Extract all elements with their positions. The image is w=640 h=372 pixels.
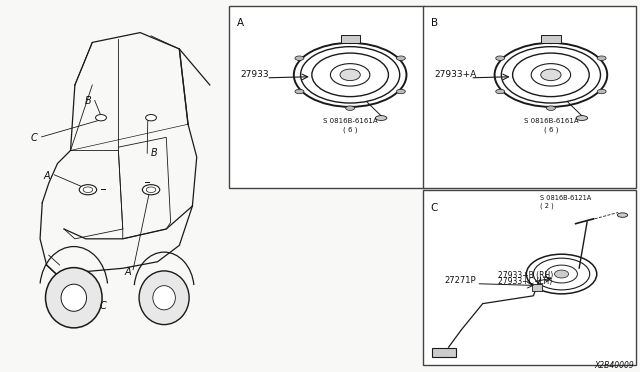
Text: 27933+C (LH): 27933+C (LH): [498, 277, 552, 286]
Text: 27933+B (RH): 27933+B (RH): [498, 271, 553, 280]
Ellipse shape: [554, 270, 568, 278]
Ellipse shape: [618, 213, 628, 217]
Ellipse shape: [295, 89, 304, 94]
Text: S 0816B-6161A
( 6 ): S 0816B-6161A ( 6 ): [323, 118, 378, 132]
Ellipse shape: [139, 271, 189, 325]
Circle shape: [79, 185, 97, 195]
Bar: [340, 35, 360, 43]
Ellipse shape: [346, 39, 355, 44]
Ellipse shape: [496, 56, 505, 60]
Text: S 0816B-6121A
( 2 ): S 0816B-6121A ( 2 ): [540, 195, 591, 209]
Ellipse shape: [396, 89, 405, 94]
Text: B: B: [150, 148, 157, 158]
Text: A: A: [44, 170, 50, 180]
Bar: [423, 190, 636, 365]
Text: 27933+A: 27933+A: [435, 70, 477, 79]
Ellipse shape: [396, 56, 405, 60]
Ellipse shape: [346, 106, 355, 110]
Ellipse shape: [375, 116, 387, 121]
Ellipse shape: [547, 39, 556, 44]
Ellipse shape: [61, 284, 86, 311]
Ellipse shape: [45, 267, 102, 328]
Text: 27933: 27933: [241, 70, 269, 79]
Text: X2B40009: X2B40009: [594, 360, 634, 369]
Bar: [541, 35, 561, 43]
Ellipse shape: [597, 56, 606, 60]
Ellipse shape: [496, 89, 505, 94]
Bar: [423, 6, 636, 188]
Text: S 0816B-6161A
( 6 ): S 0816B-6161A ( 6 ): [524, 118, 579, 132]
Ellipse shape: [295, 56, 304, 60]
Ellipse shape: [541, 69, 561, 81]
Circle shape: [142, 185, 160, 195]
Text: 27271P: 27271P: [444, 276, 476, 285]
Text: A: A: [125, 267, 131, 277]
Text: C: C: [99, 301, 106, 311]
Ellipse shape: [547, 106, 556, 110]
Text: C: C: [31, 133, 38, 143]
Bar: [229, 6, 424, 188]
Bar: [101, 189, 106, 190]
Ellipse shape: [153, 286, 175, 310]
Ellipse shape: [340, 69, 360, 81]
Circle shape: [146, 115, 157, 121]
Ellipse shape: [576, 116, 588, 121]
Ellipse shape: [597, 89, 606, 94]
Bar: [431, 348, 456, 357]
Bar: [145, 182, 150, 183]
Text: C: C: [431, 203, 438, 213]
Circle shape: [95, 115, 106, 121]
Text: A: A: [237, 18, 244, 28]
Text: B: B: [84, 96, 92, 106]
Bar: [532, 284, 542, 291]
Text: B: B: [431, 18, 438, 28]
